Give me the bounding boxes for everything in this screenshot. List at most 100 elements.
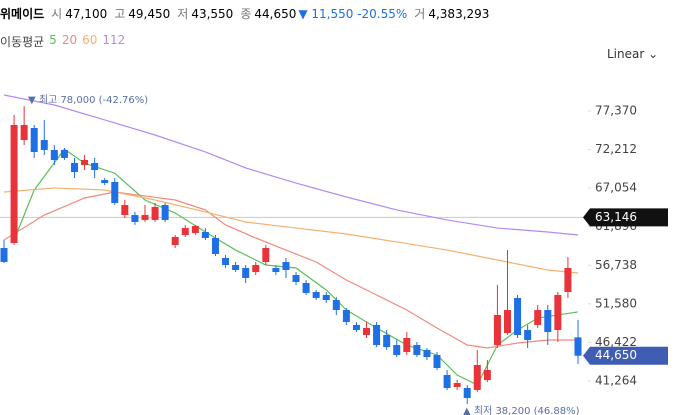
candle-body: [322, 294, 330, 300]
candle-body: [10, 124, 18, 244]
ma-line: [3, 191, 578, 349]
label: 거: [414, 7, 426, 21]
label: 종: [240, 7, 252, 21]
candle-body: [544, 310, 552, 333]
low-item: 저 43,550: [177, 5, 233, 22]
candle-body: [40, 140, 48, 150]
candle-body: [373, 324, 381, 346]
candle-body: [121, 205, 129, 216]
candle-body: [211, 237, 219, 254]
value: 49,450: [128, 7, 171, 21]
candle-body: [574, 337, 582, 356]
candle-body: [332, 299, 340, 311]
candle-body: [554, 294, 562, 330]
last-price-badge: [583, 346, 668, 365]
y-tick-label: 56,738: [595, 258, 637, 272]
label: 시: [51, 7, 63, 21]
y-tick-label: 67,054: [595, 181, 637, 195]
legend-entry: 112: [102, 33, 126, 47]
header: 위메이드 시 47,100 고 49,450 저 43,550 종 44,650 ▼ 1…: [0, 5, 489, 22]
candle-body: [131, 215, 139, 222]
candle-body: [0, 248, 8, 263]
volume-item: 거 4,383,293: [414, 5, 489, 22]
candle-body: [524, 329, 532, 341]
label: 저: [177, 7, 189, 21]
value: 44,650: [254, 7, 297, 21]
candle-body: [413, 345, 421, 355]
candle-body: [222, 257, 230, 265]
close-item: 종 44,650: [240, 5, 296, 22]
scale-menu[interactable]: Linear ⌄: [607, 47, 658, 61]
candle-body: [312, 291, 320, 298]
change: ▼ 11,550 -20.55%: [298, 6, 408, 21]
candle-body: [201, 232, 209, 238]
candle-body: [111, 181, 119, 203]
ma-line: [3, 187, 579, 274]
candle-body: [433, 354, 441, 368]
value: 47,100: [65, 7, 108, 21]
candle-body: [191, 226, 199, 233]
y-tick-label: 46,422: [595, 335, 637, 349]
stock-name: 위메이드: [0, 7, 45, 21]
legend-title: 이동평균: [0, 35, 45, 49]
legend: 이동평균 5 20 60 112: [0, 33, 125, 50]
value: 43,550: [191, 7, 234, 21]
candle-body: [423, 349, 431, 357]
candle-body: [272, 267, 280, 273]
scale-label: Linear: [607, 47, 645, 61]
last-price-label: 44,650: [595, 348, 637, 362]
candle-body: [181, 228, 189, 236]
candle-body: [352, 324, 360, 330]
candle-body: [242, 267, 250, 279]
low-annotation: ▲ 최저 38,200 (46.88%): [463, 405, 580, 415]
candle-body: [514, 297, 522, 336]
candle-body: [393, 345, 401, 355]
open-item: 시 47,100: [51, 5, 107, 22]
candle-body: [20, 124, 28, 141]
candle-body: [302, 283, 310, 293]
ma-line: [3, 94, 579, 236]
y-tick-label: 77,370: [595, 103, 637, 117]
ma-line: [13, 148, 579, 386]
candle-body: [30, 127, 38, 152]
candle-body: [252, 264, 260, 273]
candle-body: [262, 248, 270, 263]
candle-body: [101, 180, 109, 184]
candle-body: [91, 162, 99, 171]
candle-body: [81, 159, 89, 165]
label: 고: [114, 7, 126, 21]
value: 4,383,293: [428, 7, 490, 21]
chevron: ⌄: [648, 47, 659, 61]
candle-body: [403, 337, 411, 352]
legend-entry: 5: [49, 33, 57, 47]
y-tick-label: 72,212: [595, 142, 637, 156]
legend-entry: 60: [82, 33, 98, 47]
y-tick-label: 51,580: [595, 296, 637, 310]
high-item: 고 49,450: [114, 5, 170, 22]
candle-body: [463, 388, 471, 398]
candle-body: [151, 207, 159, 220]
candle-body: [232, 264, 240, 271]
reference-badge: [583, 208, 668, 227]
candle-body: [363, 327, 371, 336]
candle-body: [443, 375, 451, 389]
candle-body: [60, 149, 68, 158]
candle-body: [141, 215, 149, 220]
candle-body: [564, 267, 572, 292]
candle-body: [504, 310, 511, 333]
high-annotation: ▼ 최고 78,000 (-42.76%): [28, 94, 148, 106]
candle-body: [171, 237, 179, 246]
candle-body: [70, 162, 78, 173]
candle-body: [50, 149, 58, 160]
candle-body: [453, 383, 461, 387]
candle-body: [493, 314, 501, 346]
candle-body: [473, 364, 481, 390]
candle-body: [342, 310, 350, 322]
y-tick-label: 41,264: [595, 374, 637, 388]
legend-entry: 20: [61, 33, 78, 47]
candle-body: [161, 205, 169, 220]
candle-body: [483, 370, 491, 381]
candle-body: [282, 262, 290, 271]
